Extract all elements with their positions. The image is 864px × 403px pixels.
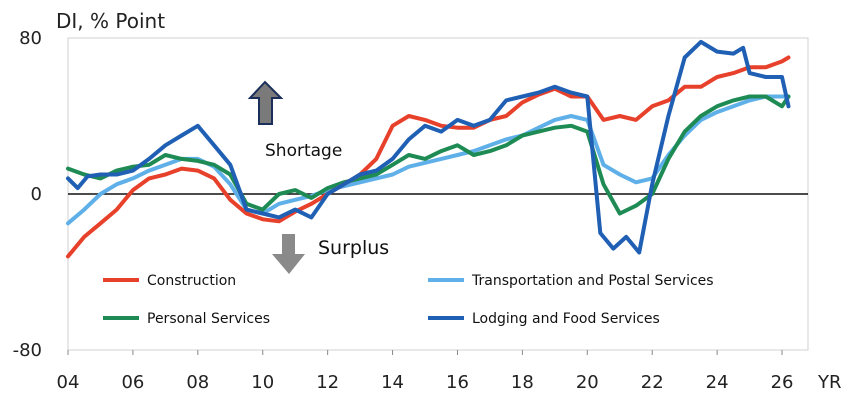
legend-label: Construction <box>147 273 236 289</box>
legend-label: Transportation and Postal Services <box>471 273 714 289</box>
legend-label: Lodging and Food Services <box>472 311 660 327</box>
y-tick-label: 0 <box>31 184 42 205</box>
x-tick-label: 26 <box>771 372 794 393</box>
x-axis-title: YR <box>817 372 842 393</box>
surplus-label: Surplus <box>318 237 389 259</box>
series-lines <box>66 39 791 259</box>
surplus-arrow-icon <box>272 234 305 274</box>
x-tick-label: 10 <box>251 372 274 393</box>
x-tick-label: 16 <box>446 372 469 393</box>
legend: Construction Transportation and Postal Se… <box>103 273 714 327</box>
x-tick-label: 18 <box>511 372 534 393</box>
y-axis: 80 0 -80 <box>13 28 42 361</box>
x-tick-label: 12 <box>316 372 339 393</box>
x-tick-label: 06 <box>121 372 144 393</box>
series-line-lodging-and-food-services <box>66 39 791 255</box>
x-tick-label: 20 <box>576 372 599 393</box>
legend-label: Personal Services <box>147 311 270 327</box>
shortage-arrow-icon <box>247 80 284 125</box>
x-tick-label: 24 <box>706 372 729 393</box>
x-tick-label: 22 <box>641 372 664 393</box>
x-axis: 04 06 08 10 12 14 16 18 20 22 24 26 <box>57 350 794 393</box>
y-tick-label: 80 <box>19 28 42 49</box>
x-tick-label: 04 <box>57 372 80 393</box>
shortage-label: Shortage <box>265 141 342 161</box>
y-axis-title: DI, % Point <box>56 9 165 33</box>
series-line-personal-services <box>66 94 791 216</box>
y-tick-label: -80 <box>13 340 42 361</box>
x-tick-label: 14 <box>381 372 404 393</box>
x-tick-label: 08 <box>186 372 209 393</box>
